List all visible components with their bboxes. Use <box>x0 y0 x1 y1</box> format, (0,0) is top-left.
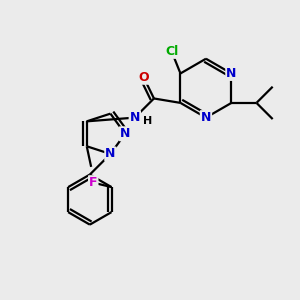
Text: N: N <box>105 148 116 160</box>
Text: N: N <box>130 111 140 124</box>
Text: Cl: Cl <box>165 45 178 58</box>
Text: N: N <box>120 127 130 140</box>
Text: N: N <box>201 111 211 124</box>
Text: H: H <box>143 116 152 126</box>
Text: O: O <box>138 71 149 84</box>
Text: F: F <box>89 176 98 189</box>
Text: N: N <box>226 67 237 80</box>
